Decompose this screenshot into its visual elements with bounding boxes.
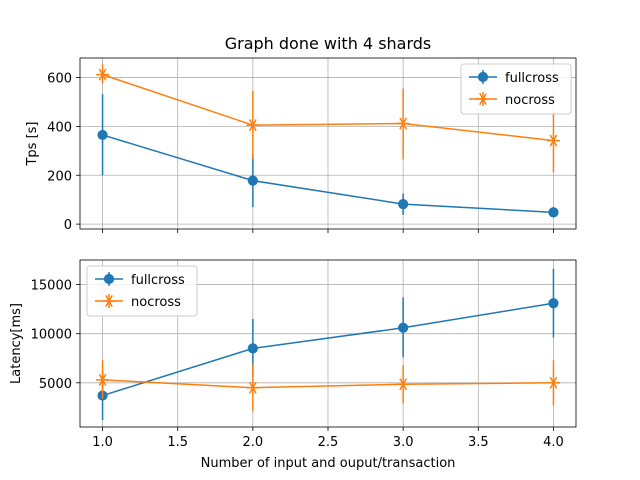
data-point [396, 378, 410, 391]
y-tick-label: 10000 [31, 328, 72, 343]
x-tick-label: 1.5 [167, 435, 188, 450]
series-fullcross [97, 268, 559, 421]
data-point [97, 129, 108, 141]
x-tick-label: 1.0 [92, 435, 113, 450]
legend-marker [103, 273, 115, 285]
series-line [102, 73, 554, 142]
series-nocross [96, 64, 560, 173]
series-line [102, 302, 554, 397]
top-panel: 0 200 400 600 Tps [s] fullcross nocross [25, 57, 577, 233]
x-tick-label: 4.0 [543, 435, 564, 450]
legend-marker [477, 71, 489, 83]
series-nocross [96, 360, 560, 412]
legend-label: nocross [131, 295, 181, 310]
data-point [548, 298, 559, 309]
y-axis-title: Tps [s] [25, 121, 40, 166]
y-tick-label: 600 [47, 72, 72, 87]
data-point [396, 117, 410, 130]
data-point [247, 175, 258, 186]
x-tick-label: 2.0 [243, 435, 264, 450]
y-tick-label: 200 [47, 169, 72, 184]
data-point [548, 207, 559, 218]
y-tick-label: 15000 [31, 279, 72, 294]
y-tick-label: 400 [47, 120, 72, 135]
data-point [247, 343, 258, 354]
series-line [102, 134, 554, 214]
legend-label: fullcross [131, 273, 185, 288]
data-point [546, 134, 560, 147]
legend-marker [476, 92, 490, 106]
data-point [96, 373, 110, 386]
data-point [398, 322, 409, 333]
series-fullcross [97, 94, 559, 218]
data-point [246, 119, 260, 132]
x-tick-label: 2.5 [318, 435, 339, 450]
bottom-panel: 1.0 1.5 2.0 2.5 3.0 3.5 4.0 5000 10000 15000 Laten… [9, 259, 577, 450]
y-tick-label: 0 [64, 218, 72, 233]
legend: fullcross nocross [86, 265, 198, 317]
x-tick-label: 3.0 [393, 435, 414, 450]
legend-label: fullcross [505, 71, 559, 86]
data-point [96, 68, 110, 81]
x-tick-label: 3.5 [468, 435, 489, 450]
series-line [102, 379, 554, 389]
x-axis-title: Number of input and ouput/transaction [201, 456, 456, 471]
chart-title: Graph done with 4 shards [225, 34, 432, 53]
y-tick-label: 5000 [39, 377, 72, 392]
data-point [398, 198, 409, 210]
legend: fullcross nocross [460, 63, 572, 115]
legend-label: nocross [505, 93, 555, 108]
legend-marker [102, 294, 116, 308]
y-axis-title: Latency[ms] [9, 303, 24, 384]
data-point [246, 381, 260, 394]
data-point [546, 376, 560, 389]
